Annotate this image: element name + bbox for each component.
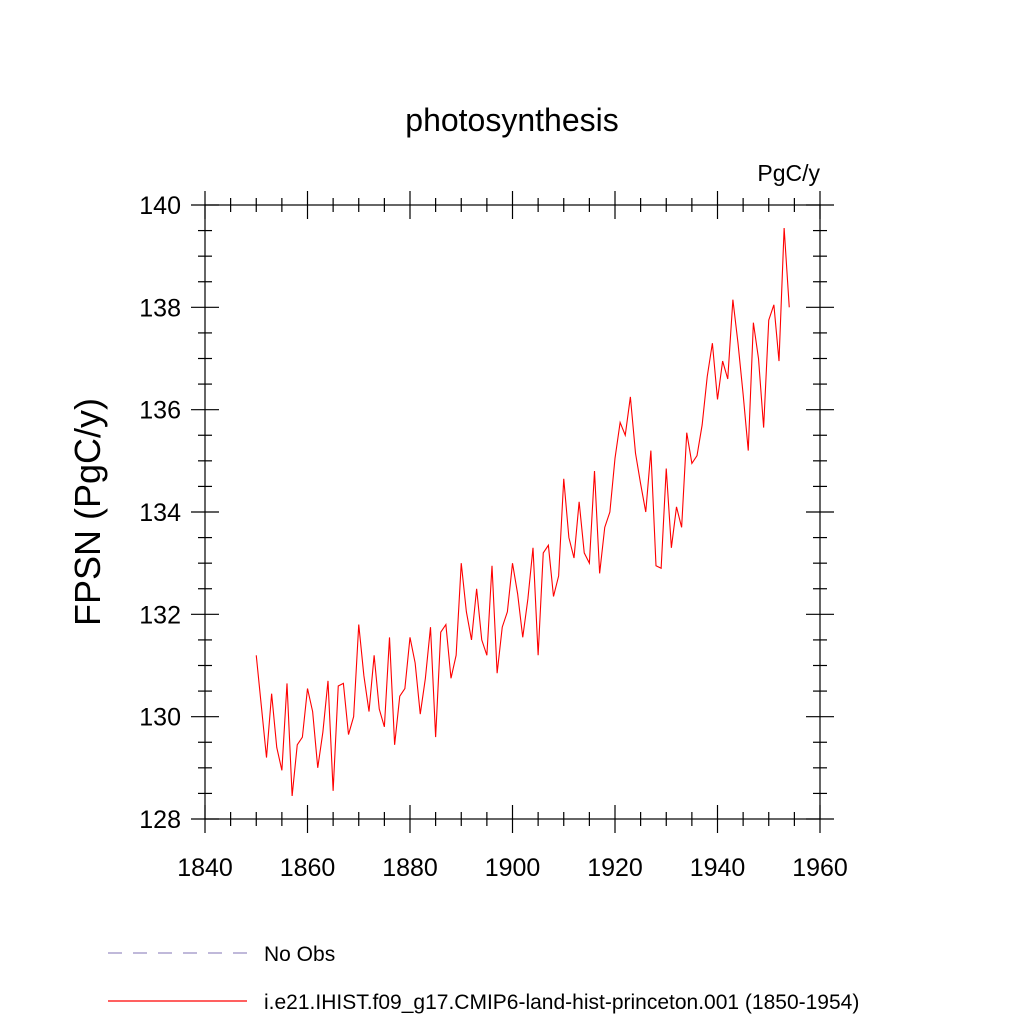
y-tick-label: 138 xyxy=(139,294,181,322)
y-tick-label: 128 xyxy=(139,806,181,834)
axis-tick-labels: 1840 1860 1880 1900 1920 1940 1960 128 130 132 134… xyxy=(139,192,848,882)
x-tick-label: 1940 xyxy=(690,854,746,882)
y-tick-label: 136 xyxy=(139,397,181,425)
legend-label-model-run: i.e21.IHIST.f09_g17.CMIP6-land-hist-prin… xyxy=(264,991,859,1014)
y-tick-label: 132 xyxy=(139,601,181,629)
legend: No Obs i.e21.IHIST.f09_g17.CMIP6-land-hi… xyxy=(108,943,859,1014)
x-tick-label: 1920 xyxy=(587,854,643,882)
y-axis-label: FPSN (PgC/y) xyxy=(67,398,108,626)
series-line-0 xyxy=(255,227,790,797)
legend-label-no-obs: No Obs xyxy=(264,943,335,966)
series-layer xyxy=(255,227,790,797)
x-tick-label: 1880 xyxy=(382,854,438,882)
chart-title: photosynthesis xyxy=(405,102,618,138)
x-tick-label: 1840 xyxy=(177,854,233,882)
y-tick-label: 130 xyxy=(139,704,181,732)
units-label: PgC/y xyxy=(757,160,820,186)
axis-ticks xyxy=(191,191,834,833)
x-tick-label: 1960 xyxy=(792,854,848,882)
y-tick-label: 134 xyxy=(139,499,181,527)
x-tick-label: 1900 xyxy=(485,854,541,882)
x-tick-label: 1860 xyxy=(280,854,336,882)
plot-frame xyxy=(204,204,821,820)
y-tick-label: 140 xyxy=(139,192,181,220)
